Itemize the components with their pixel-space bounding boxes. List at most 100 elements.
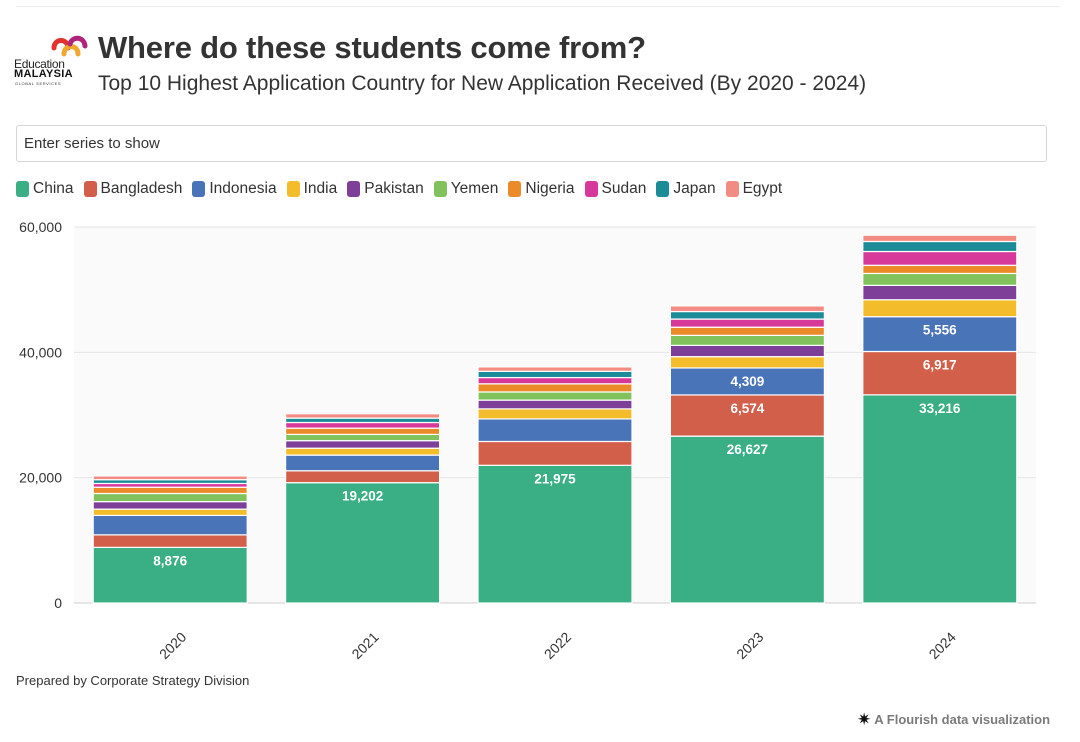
bar-pakistan-2021 — [285, 440, 441, 449]
stacked-bar-chart: 0 20,000 40,000 60,000 2020 2021 2022 2023 2024 8… — [19, 219, 1036, 662]
bar-bangladesh-2020 — [92, 534, 248, 548]
legend-item-yemen[interactable]: Yemen — [433, 180, 499, 198]
logo-mark-icon — [51, 35, 88, 57]
bar-egypt-2023 — [669, 305, 826, 313]
x-tick-label: 2023 — [733, 629, 766, 662]
logo-text-global-services: GLOBAL SERVICES — [15, 81, 62, 86]
data-label: 5,556 — [923, 323, 957, 338]
bar-india-2021 — [285, 447, 441, 456]
bar-china-2021 — [285, 482, 441, 604]
legend-item-indonesia[interactable]: Indonesia — [192, 180, 277, 198]
bar-bangladesh-2023 — [669, 394, 826, 437]
bar-yemen-2021 — [285, 433, 441, 442]
legend-label: Egypt — [742, 180, 783, 197]
x-tick-label: 2024 — [926, 629, 959, 662]
bar-egypt-2022 — [477, 366, 633, 372]
bar-indonesia-2021 — [285, 454, 441, 472]
bar-sudan-2022 — [477, 376, 633, 385]
y-tick-label: 20,000 — [19, 470, 62, 486]
legend-label: India — [303, 180, 338, 197]
legend-swatch — [16, 181, 29, 197]
bar-sudan-2024 — [862, 250, 1018, 266]
legend-item-bangladesh[interactable]: Bangladesh — [83, 180, 183, 198]
legend-item-china[interactable]: China — [16, 180, 74, 198]
top-divider — [16, 6, 1060, 7]
legend-label: Indonesia — [209, 180, 277, 197]
education-malaysia-logo: Education MALAYSIA GLOBAL SERVICES — [14, 34, 90, 88]
bar-india-2024 — [862, 299, 1018, 318]
bar-pakistan-2024 — [862, 284, 1018, 301]
y-tick-label: 40,000 — [19, 344, 62, 360]
bar-nigeria-2023 — [669, 326, 826, 336]
legend-label: Pakistan — [364, 180, 424, 197]
chart-title: Where do these students come from? — [98, 30, 646, 65]
bar-china-2020 — [92, 546, 248, 604]
flourish-credit-link[interactable]: ✷ A Flourish data visualization — [857, 711, 1050, 728]
footer-credit: Prepared by Corporate Strategy Division — [16, 673, 250, 688]
data-label: 6,574 — [731, 401, 765, 416]
legend-swatch — [83, 181, 97, 197]
legend-swatch — [656, 181, 670, 197]
logo-text-malaysia: MALAYSIA — [14, 68, 73, 80]
bar-indonesia-2023 — [669, 367, 826, 396]
x-tick-label: 2020 — [156, 629, 189, 662]
logo-text-education: Education — [14, 57, 65, 71]
legend-item-egypt[interactable]: Egypt — [725, 180, 783, 198]
bar-bangladesh-2022 — [477, 440, 633, 466]
x-tick-label: 2022 — [541, 629, 574, 662]
chart-legend: China Bangladesh Indonesia India Pakistan Yem… — [16, 180, 792, 198]
bar-egypt-2020 — [92, 475, 248, 481]
series-search-input[interactable] — [16, 125, 1047, 162]
bar-sudan-2021 — [285, 421, 441, 429]
bar-bangladesh-2021 — [285, 470, 441, 484]
bar-india-2022 — [477, 408, 633, 420]
bar-china-2023 — [669, 435, 826, 604]
data-label: 6,917 — [923, 357, 957, 372]
legend-item-japan[interactable]: Japan — [656, 180, 716, 198]
legend-swatch — [584, 181, 598, 197]
y-tick-label: 0 — [54, 595, 62, 611]
bar-yemen-2020 — [92, 492, 248, 503]
legend-item-pakistan[interactable]: Pakistan — [347, 180, 424, 198]
bar-nigeria-2020 — [92, 486, 248, 495]
bar-indonesia-2022 — [477, 418, 633, 443]
asterisk-icon: ✷ — [857, 710, 872, 729]
data-label: 21,975 — [534, 471, 576, 486]
bar-sudan-2023 — [669, 318, 826, 328]
bar-japan-2021 — [285, 417, 441, 424]
legend-item-sudan[interactable]: Sudan — [584, 180, 647, 198]
bar-bangladesh-2024 — [862, 350, 1018, 396]
legend-item-nigeria[interactable]: Nigeria — [508, 180, 575, 198]
legend-label: Bangladesh — [100, 180, 183, 197]
y-tick-label: 60,000 — [19, 219, 62, 235]
bar-china-2024 — [862, 394, 1018, 604]
bar-china-2022 — [477, 464, 633, 604]
bar-pakistan-2022 — [477, 399, 633, 410]
bar-yemen-2024 — [862, 272, 1018, 286]
bar-pakistan-2020 — [92, 501, 248, 510]
data-label: 8,876 — [153, 553, 187, 568]
legend-label: Yemen — [450, 180, 499, 197]
legend-label: China — [33, 180, 74, 197]
bar-nigeria-2021 — [285, 427, 441, 436]
legend-item-india[interactable]: India — [286, 180, 338, 198]
bar-indonesia-2020 — [92, 514, 248, 536]
legend-swatch — [192, 181, 206, 197]
legend-swatch — [433, 181, 447, 197]
legend-swatch — [286, 181, 300, 197]
bar-india-2020 — [92, 508, 248, 517]
legend-swatch — [347, 181, 361, 197]
bar-nigeria-2024 — [862, 264, 1018, 275]
bar-japan-2022 — [477, 370, 633, 379]
bar-india-2023 — [669, 356, 826, 369]
bar-yemen-2023 — [669, 334, 826, 346]
x-tick-label: 2021 — [348, 629, 381, 662]
legend-label: Sudan — [601, 180, 647, 197]
legend-swatch — [725, 181, 739, 197]
bar-egypt-2024 — [862, 234, 1018, 243]
bar-egypt-2021 — [285, 413, 441, 419]
data-label: 4,309 — [731, 374, 765, 389]
bar-japan-2024 — [862, 240, 1018, 253]
flourish-credit-text: A Flourish data visualization — [874, 712, 1051, 727]
bar-yemen-2022 — [477, 391, 633, 401]
